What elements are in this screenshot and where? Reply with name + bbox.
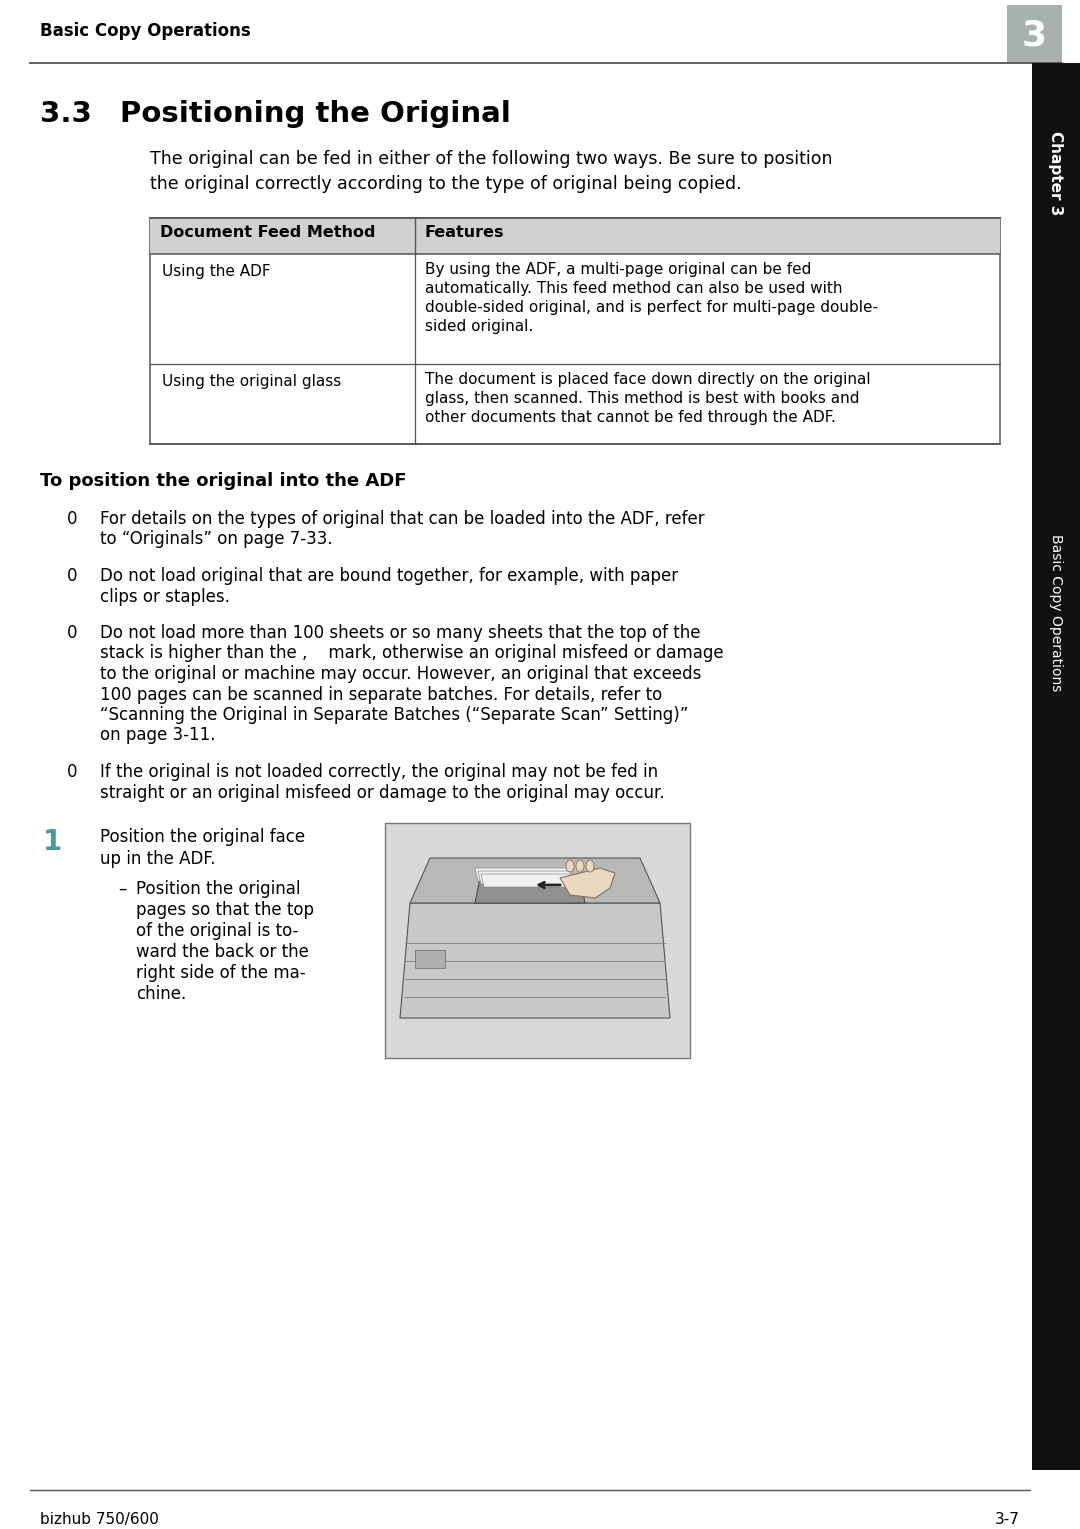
Polygon shape bbox=[475, 868, 570, 881]
Text: chine.: chine. bbox=[136, 985, 186, 1003]
Text: Using the ADF: Using the ADF bbox=[162, 265, 271, 278]
Text: Position the original face: Position the original face bbox=[100, 829, 306, 846]
Text: up in the ADF.: up in the ADF. bbox=[100, 850, 216, 868]
Polygon shape bbox=[561, 868, 615, 898]
Text: 100 pages can be scanned in separate batches. For details, refer to: 100 pages can be scanned in separate bat… bbox=[100, 685, 662, 703]
Text: Chapter 3: Chapter 3 bbox=[1049, 131, 1064, 216]
Text: If the original is not loaded correctly, the original may not be fed in: If the original is not loaded correctly,… bbox=[100, 763, 658, 781]
Text: straight or an original misfeed or damage to the original may occur.: straight or an original misfeed or damag… bbox=[100, 783, 664, 801]
Text: other documents that cannot be fed through the ADF.: other documents that cannot be fed throu… bbox=[426, 410, 836, 425]
Text: ward the back or the: ward the back or the bbox=[136, 943, 309, 962]
Text: of the original is to-: of the original is to- bbox=[136, 922, 298, 940]
Polygon shape bbox=[481, 875, 576, 887]
Ellipse shape bbox=[566, 859, 573, 872]
Ellipse shape bbox=[576, 859, 584, 872]
Text: sided original.: sided original. bbox=[426, 320, 534, 333]
Polygon shape bbox=[478, 872, 573, 884]
Text: 3: 3 bbox=[1022, 18, 1048, 54]
Bar bbox=[1032, 63, 1080, 1469]
Text: For details on the types of original that can be loaded into the ADF, refer: For details on the types of original tha… bbox=[100, 511, 704, 528]
Text: Position the original: Position the original bbox=[136, 881, 300, 898]
Bar bbox=[1007, 5, 1062, 63]
Text: right side of the ma-: right side of the ma- bbox=[136, 963, 306, 982]
Text: “Scanning the Original in Separate Batches (“Separate Scan” Setting)”: “Scanning the Original in Separate Batch… bbox=[100, 706, 688, 725]
Text: pages so that the top: pages so that the top bbox=[136, 901, 314, 919]
Text: By using the ADF, a multi-page original can be fed: By using the ADF, a multi-page original … bbox=[426, 261, 811, 277]
Text: Features: Features bbox=[426, 225, 504, 240]
Text: automatically. This feed method can also be used with: automatically. This feed method can also… bbox=[426, 281, 842, 297]
Bar bbox=[150, 219, 1000, 443]
Ellipse shape bbox=[586, 859, 594, 872]
Text: 0: 0 bbox=[67, 511, 78, 528]
Text: Document Feed Method: Document Feed Method bbox=[160, 225, 376, 240]
Text: Using the original glass: Using the original glass bbox=[162, 375, 341, 388]
Text: Basic Copy Operations: Basic Copy Operations bbox=[1049, 534, 1063, 691]
Text: –: – bbox=[118, 881, 126, 898]
Text: 3.3: 3.3 bbox=[40, 99, 92, 128]
Text: Do not load original that are bound together, for example, with paper: Do not load original that are bound toge… bbox=[100, 567, 678, 586]
Bar bbox=[415, 950, 445, 968]
Text: 0: 0 bbox=[67, 624, 78, 642]
Text: double-sided original, and is perfect for multi-page double-: double-sided original, and is perfect fo… bbox=[426, 300, 878, 315]
Polygon shape bbox=[400, 904, 670, 1018]
Text: The document is placed face down directly on the original: The document is placed face down directl… bbox=[426, 372, 870, 387]
Text: Basic Copy Operations: Basic Copy Operations bbox=[40, 21, 251, 40]
Text: Do not load more than 100 sheets or so many sheets that the top of the: Do not load more than 100 sheets or so m… bbox=[100, 624, 701, 642]
Text: 3-7: 3-7 bbox=[995, 1512, 1020, 1527]
Text: to the original or machine may occur. However, an original that exceeds: to the original or machine may occur. Ho… bbox=[100, 665, 701, 683]
Bar bbox=[384, 823, 690, 1058]
Text: 1: 1 bbox=[42, 829, 62, 856]
Text: stack is higher than the ,    mark, otherwise an original misfeed or damage: stack is higher than the , mark, otherwi… bbox=[100, 645, 724, 662]
Text: glass, then scanned. This method is best with books and: glass, then scanned. This method is best… bbox=[426, 391, 860, 407]
Text: 0: 0 bbox=[67, 567, 78, 586]
Text: bizhub 750/600: bizhub 750/600 bbox=[40, 1512, 159, 1527]
Text: The original can be fed in either of the following two ways. Be sure to position: The original can be fed in either of the… bbox=[150, 150, 833, 168]
Text: on page 3-11.: on page 3-11. bbox=[100, 726, 216, 745]
Text: to “Originals” on page 7-33.: to “Originals” on page 7-33. bbox=[100, 531, 333, 549]
Text: clips or staples.: clips or staples. bbox=[100, 587, 230, 605]
Text: Positioning the Original: Positioning the Original bbox=[120, 99, 511, 128]
Bar bbox=[150, 219, 1000, 254]
Polygon shape bbox=[475, 878, 585, 904]
Polygon shape bbox=[410, 858, 660, 904]
Text: 0: 0 bbox=[67, 763, 78, 781]
Text: To position the original into the ADF: To position the original into the ADF bbox=[40, 472, 406, 489]
Text: the original correctly according to the type of original being copied.: the original correctly according to the … bbox=[150, 174, 742, 193]
